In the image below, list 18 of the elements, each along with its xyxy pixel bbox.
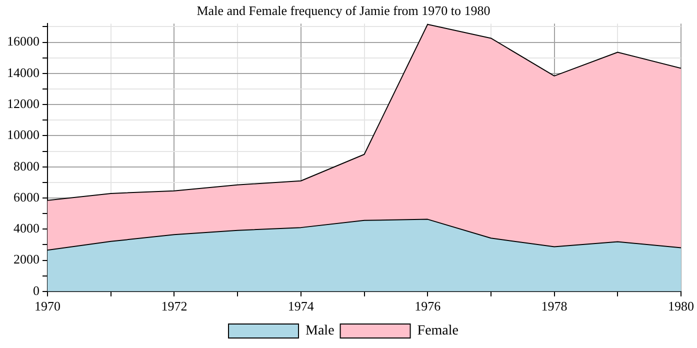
y-tick-label: 12000 — [7, 96, 40, 111]
y-tick-label: 0 — [33, 282, 40, 298]
y-tick-label: 8000 — [14, 158, 40, 174]
y-tick-label: 14000 — [7, 64, 40, 80]
x-tick-label: 1980 — [668, 298, 694, 314]
x-tick-label: 1970 — [34, 298, 60, 314]
x-tick-label: 1976 — [414, 298, 442, 314]
y-tick-label: 4000 — [14, 220, 40, 236]
legend-label: Male — [306, 324, 334, 339]
chart-title: Male and Female frequency of Jamie from 1970 to 1980 — [196, 3, 490, 18]
y-tick-label: 6000 — [14, 189, 40, 204]
y-tick-label: 10000 — [7, 127, 40, 142]
y-tick-label: 16000 — [7, 34, 40, 49]
x-tick-label: 1972 — [161, 298, 188, 314]
legend-label: Female — [417, 324, 458, 339]
x-tick-label: 1978 — [541, 298, 568, 314]
y-tick-label: 2000 — [14, 252, 40, 267]
x-tick-label: 1974 — [288, 298, 314, 314]
